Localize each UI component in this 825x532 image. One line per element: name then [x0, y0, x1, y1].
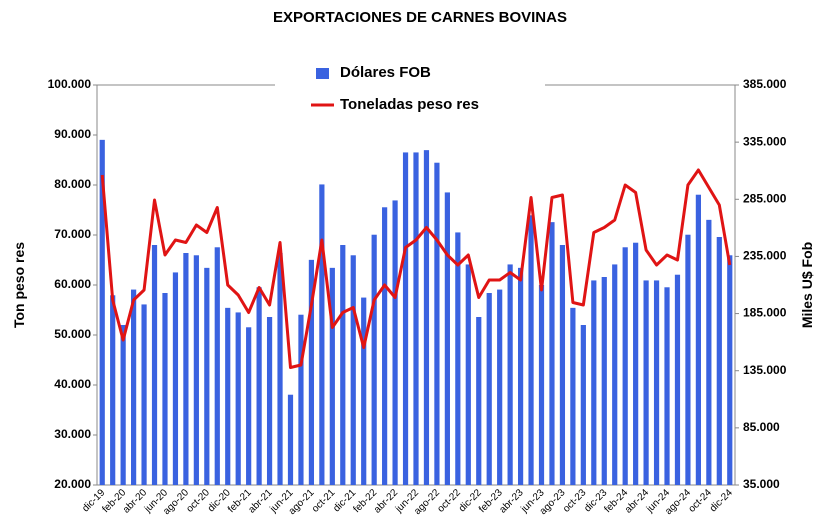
- bar: [591, 280, 597, 485]
- bar: [706, 219, 712, 485]
- legend-label: Dólares FOB: [340, 64, 431, 81]
- bar: [559, 245, 566, 485]
- bar: [308, 259, 315, 485]
- line: [100, 168, 732, 369]
- x-tick-label: oct-22: [436, 487, 464, 515]
- bar: [413, 152, 419, 485]
- y-tick-label: 30.000: [54, 427, 91, 441]
- x-tick-label: abr-22: [372, 487, 401, 516]
- bar: [183, 253, 189, 485]
- bar: [162, 293, 168, 485]
- bar: [695, 194, 701, 485]
- bar: [266, 317, 273, 485]
- legend-swatch: [316, 68, 329, 79]
- x-tick-label: abr-20: [121, 487, 150, 516]
- bar: [612, 264, 618, 485]
- y-tick-label: 40.000: [54, 377, 91, 391]
- bar: [465, 264, 471, 485]
- bar: [653, 280, 660, 485]
- bar: [497, 289, 503, 485]
- bar: [528, 215, 534, 486]
- bar: [423, 150, 430, 485]
- bar: [329, 267, 335, 485]
- bar: [716, 237, 722, 485]
- bar: [402, 152, 409, 485]
- y-tick-label: 90.000: [54, 127, 91, 141]
- bar: [277, 253, 283, 485]
- bar: [350, 255, 356, 485]
- y2-tick-label: 335.000: [743, 134, 787, 148]
- bar: [622, 247, 628, 485]
- bar: [507, 264, 513, 485]
- bar: [444, 192, 450, 485]
- legend-label: Toneladas peso res: [340, 96, 479, 113]
- bar: [664, 287, 670, 485]
- y-tick-label: 60.000: [54, 277, 91, 291]
- y-tick-label: 100.000: [48, 77, 92, 91]
- x-tick-label: oct-23: [561, 487, 589, 515]
- bar: [287, 394, 294, 485]
- bar: [131, 289, 137, 485]
- y2-tick-label: 85.000: [743, 420, 780, 434]
- bar: [434, 162, 440, 485]
- bar: [235, 312, 241, 485]
- bar: [674, 274, 681, 485]
- bar: [172, 272, 179, 485]
- bar: [319, 184, 325, 485]
- x-tick-label: dic-24: [708, 487, 735, 514]
- x-tick-label: oct-21: [310, 487, 338, 515]
- x-tick-label: abr-21: [246, 487, 275, 516]
- bar: [371, 234, 377, 485]
- bar: [151, 245, 158, 485]
- y2-tick-label: 285.000: [743, 191, 787, 205]
- bar: [204, 267, 210, 485]
- bar: [517, 267, 524, 485]
- y2-tick-label: 235.000: [743, 249, 787, 263]
- bar: [486, 293, 492, 485]
- y-axis-label: Ton peso res: [11, 242, 27, 328]
- y2-tick-label: 385.000: [743, 77, 787, 91]
- x-tick-label: abr-23: [497, 487, 526, 516]
- bar: [361, 297, 367, 485]
- bar: [455, 232, 461, 485]
- bar: [256, 287, 262, 485]
- bar: [120, 325, 126, 485]
- bar: [476, 317, 482, 485]
- bar: [193, 255, 199, 485]
- y-tick-label: 70.000: [54, 227, 91, 241]
- y2-tick-label: 35.000: [743, 477, 780, 491]
- bar: [99, 139, 105, 485]
- bar: [225, 307, 231, 485]
- y-tick-label: 20.000: [54, 477, 91, 491]
- bar: [382, 207, 388, 486]
- y-tick-label: 50.000: [54, 327, 91, 341]
- bar: [392, 200, 398, 485]
- bar: [727, 255, 733, 485]
- bar: [570, 307, 576, 485]
- bar: [685, 234, 691, 485]
- bar: [246, 327, 252, 485]
- bar: [340, 245, 346, 485]
- bar: [549, 222, 555, 485]
- chart-title: EXPORTACIONES DE CARNES BOVINAS: [273, 9, 567, 26]
- x-tick-label: oct-24: [687, 487, 715, 515]
- x-tick-label: oct-20: [185, 487, 213, 515]
- bar: [141, 304, 147, 485]
- bar: [643, 280, 649, 485]
- bar: [538, 285, 545, 485]
- y2-axis-label: Miles U$ Fob: [799, 242, 815, 328]
- bar: [214, 247, 220, 485]
- y2-tick-label: 135.000: [743, 363, 787, 377]
- bar: [298, 314, 304, 485]
- bar: [633, 242, 639, 485]
- x-tick-label: abr-24: [623, 487, 652, 516]
- y-tick-label: 80.000: [54, 177, 91, 191]
- bar: [601, 277, 607, 485]
- bar: [580, 325, 586, 485]
- bar: [110, 295, 116, 485]
- y2-tick-label: 185.000: [743, 306, 787, 320]
